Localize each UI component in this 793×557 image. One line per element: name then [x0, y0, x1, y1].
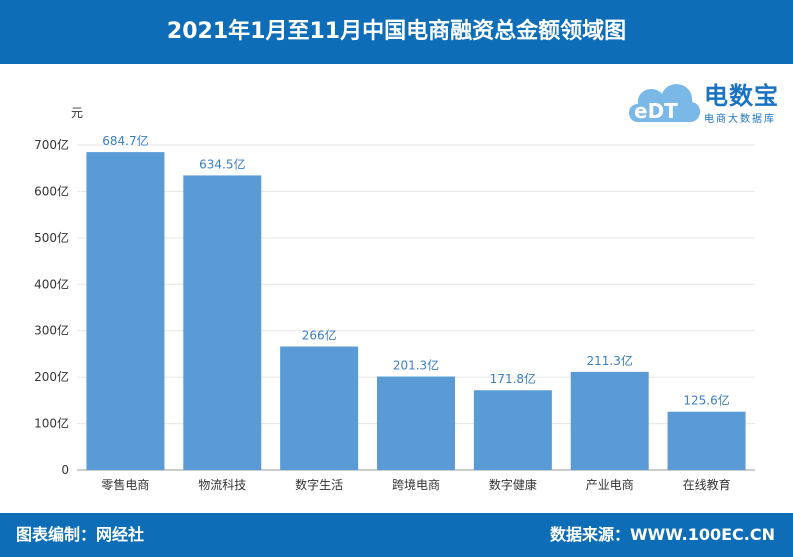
- logo: eDT 电数宝 电商大数据库: [624, 70, 789, 130]
- x-tick-label: 零售电商: [101, 477, 149, 492]
- data-label: 684.7亿: [102, 133, 148, 148]
- logo-badge-text: eDT: [634, 99, 678, 123]
- footer-bar: 图表编制：网经社 数据来源：WWW.100EC.CN: [0, 513, 793, 557]
- y-tick-label: 600亿: [34, 183, 69, 198]
- x-tick-label: 物流科技: [198, 478, 246, 492]
- bar: [570, 371, 649, 470]
- y-tick-label: 300亿: [34, 323, 69, 338]
- data-label: 171.8亿: [490, 371, 536, 386]
- x-tick-label: 在线教育: [683, 477, 731, 492]
- logo-subtitle: 电商大数据库: [704, 114, 776, 125]
- bar: [280, 346, 359, 470]
- y-tick-label: 100亿: [34, 416, 69, 431]
- bar: [473, 390, 552, 470]
- header-bar: 2021年1月至11月中国电商融资总金额领域图: [0, 0, 793, 64]
- logo-name: 电数宝: [704, 82, 779, 110]
- data-label: 201.3亿: [393, 358, 439, 373]
- y-tick-label: 700亿: [34, 137, 69, 152]
- y-axis-label: 元: [71, 106, 83, 120]
- footer-credit: 图表编制：网经社: [16, 525, 145, 544]
- chart-title: 2021年1月至11月中国电商融资总金额领域图: [166, 19, 627, 44]
- x-tick-label: 跨境电商: [392, 477, 440, 492]
- data-label: 266亿: [302, 328, 337, 343]
- bar-chart: 0 100亿 200亿 300亿 400亿 500亿 600亿 700亿 元 684.7亿零售电商…: [34, 106, 755, 492]
- cloud-logo-icon: eDT: [629, 84, 701, 123]
- bar: [183, 175, 262, 470]
- y-tick-label: 0: [61, 463, 69, 477]
- x-tick-label: 数字生活: [295, 477, 343, 492]
- bar: [667, 411, 746, 470]
- bar: [86, 152, 165, 470]
- y-tick-label: 200亿: [34, 369, 69, 384]
- bar: [377, 376, 455, 470]
- y-tick-label: 400亿: [34, 276, 69, 291]
- data-label: 634.5亿: [199, 156, 245, 171]
- x-tick-label: 数字健康: [489, 477, 537, 492]
- footer-source: 数据来源：WWW.100EC.CN: [549, 525, 775, 544]
- y-tick-label: 500亿: [34, 230, 69, 245]
- data-label: 211.3亿: [587, 353, 633, 368]
- data-label: 125.6亿: [683, 393, 729, 408]
- x-tick-label: 产业电商: [586, 477, 634, 492]
